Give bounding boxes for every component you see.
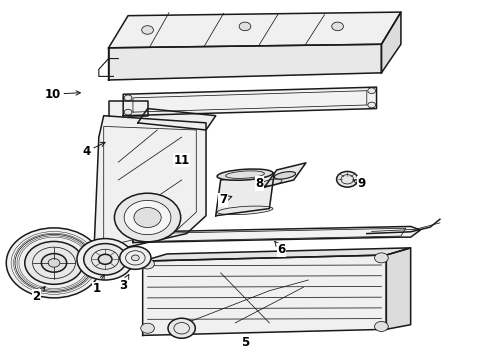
- Text: 11: 11: [173, 154, 190, 167]
- Circle shape: [98, 254, 112, 264]
- Circle shape: [374, 321, 388, 332]
- Polygon shape: [143, 255, 386, 336]
- Circle shape: [77, 239, 133, 280]
- Circle shape: [239, 22, 251, 31]
- Text: 8: 8: [255, 177, 264, 190]
- Circle shape: [142, 26, 153, 34]
- Text: 3: 3: [119, 275, 129, 292]
- Polygon shape: [133, 226, 420, 243]
- Circle shape: [141, 259, 154, 269]
- Polygon shape: [138, 109, 216, 130]
- Circle shape: [48, 258, 60, 267]
- Circle shape: [41, 253, 67, 272]
- Polygon shape: [109, 12, 401, 48]
- Polygon shape: [381, 12, 401, 73]
- Circle shape: [120, 247, 151, 269]
- Circle shape: [332, 22, 343, 31]
- Circle shape: [124, 109, 132, 115]
- Circle shape: [168, 318, 196, 338]
- Circle shape: [84, 244, 126, 275]
- Circle shape: [124, 201, 171, 235]
- Text: 5: 5: [241, 336, 250, 349]
- Ellipse shape: [274, 172, 295, 179]
- Polygon shape: [143, 248, 411, 261]
- Polygon shape: [123, 87, 376, 116]
- Ellipse shape: [217, 206, 273, 215]
- Ellipse shape: [217, 169, 273, 180]
- Circle shape: [6, 228, 102, 298]
- Circle shape: [115, 193, 181, 242]
- Text: 7: 7: [219, 193, 232, 206]
- Text: 1: 1: [92, 274, 104, 296]
- Circle shape: [124, 95, 132, 101]
- Ellipse shape: [261, 179, 282, 186]
- Circle shape: [374, 253, 388, 263]
- Polygon shape: [109, 102, 147, 116]
- Text: 9: 9: [353, 177, 366, 190]
- Text: 4: 4: [82, 142, 105, 158]
- Text: 6: 6: [275, 242, 286, 256]
- Circle shape: [141, 323, 154, 333]
- Circle shape: [368, 102, 375, 108]
- Circle shape: [368, 88, 375, 94]
- Circle shape: [337, 171, 358, 187]
- Circle shape: [134, 207, 161, 228]
- Polygon shape: [265, 163, 306, 187]
- Polygon shape: [94, 116, 206, 251]
- Text: 10: 10: [45, 88, 80, 101]
- Polygon shape: [216, 173, 274, 216]
- Circle shape: [131, 255, 139, 261]
- Polygon shape: [109, 44, 381, 80]
- Text: 2: 2: [32, 287, 45, 303]
- Circle shape: [25, 242, 83, 284]
- Polygon shape: [386, 248, 411, 329]
